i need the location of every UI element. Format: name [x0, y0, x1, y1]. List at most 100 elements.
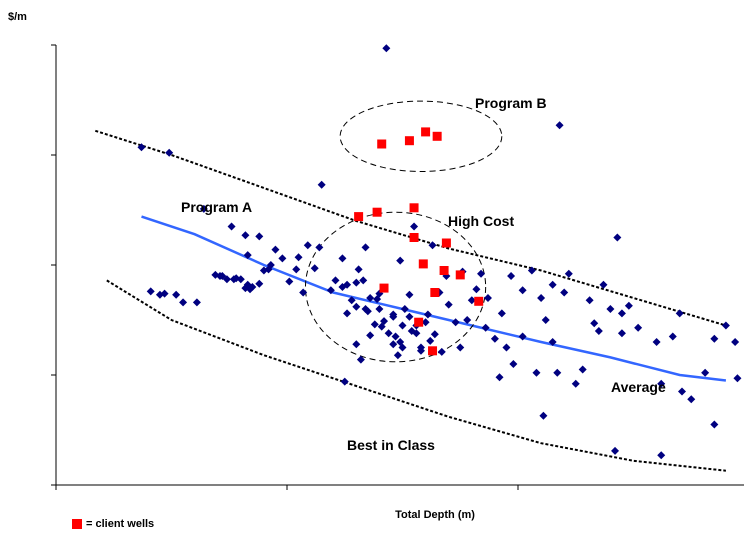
well-point	[731, 338, 740, 346]
well-point	[733, 374, 742, 383]
annotation-best-in-class: Best in Class	[347, 437, 435, 453]
well-point	[428, 241, 437, 250]
well-point	[617, 309, 626, 318]
well-point	[310, 264, 319, 273]
well-point	[416, 346, 425, 355]
annotation-program-b: Program B	[475, 95, 547, 111]
well-point	[560, 288, 569, 297]
well-point	[315, 243, 324, 252]
well-point	[553, 368, 562, 377]
well-point	[160, 289, 169, 298]
well-point	[410, 222, 419, 231]
client-well-point	[439, 266, 449, 275]
well-point	[585, 296, 594, 305]
well-point	[495, 373, 504, 382]
well-point	[405, 312, 414, 321]
well-point	[548, 338, 557, 346]
client-well-point	[455, 270, 465, 280]
well-point	[363, 307, 372, 316]
well-point	[721, 321, 730, 330]
legend: = client wells	[72, 518, 154, 530]
well-point	[389, 310, 398, 319]
well-point	[255, 232, 264, 241]
well-point	[710, 420, 719, 429]
well-point	[303, 241, 312, 250]
well-point	[701, 368, 710, 377]
well-point	[606, 305, 615, 313]
well-point	[710, 334, 719, 343]
well-point	[393, 351, 402, 360]
well-point	[652, 338, 661, 346]
well-point	[532, 368, 541, 377]
well-point	[354, 265, 363, 274]
well-point	[278, 254, 287, 263]
well-point	[657, 379, 666, 388]
well-point	[165, 148, 174, 157]
well-point	[423, 310, 432, 319]
well-point	[624, 301, 633, 310]
x-axis-label: Total Depth (m)	[395, 509, 475, 521]
well-point	[241, 231, 250, 240]
well-point	[398, 343, 407, 352]
client-well-point	[379, 283, 389, 293]
axes	[51, 44, 744, 490]
well-point	[481, 323, 490, 332]
well-point	[426, 336, 435, 345]
client-well-point	[372, 207, 382, 217]
well-point	[229, 275, 238, 284]
well-point	[266, 261, 275, 269]
y-axis-label: $/m	[8, 11, 27, 23]
well-point	[398, 321, 407, 330]
line-high-cost	[94, 129, 727, 327]
well-point	[384, 329, 393, 338]
well-point	[255, 279, 264, 288]
well-point	[400, 305, 409, 313]
well-point	[285, 277, 294, 286]
well-point	[375, 305, 384, 313]
client-well-point	[418, 259, 428, 269]
well-point	[509, 360, 518, 368]
well-point	[361, 243, 370, 252]
well-point	[382, 44, 391, 53]
well-point	[421, 318, 430, 327]
client-well-point	[421, 127, 431, 137]
well-point	[564, 269, 573, 278]
well-point	[541, 316, 550, 324]
well-point	[299, 288, 308, 297]
ellipse-program-b	[339, 100, 503, 173]
well-point	[599, 280, 608, 289]
client-well-point	[432, 131, 442, 141]
legend-swatch-client-wells	[72, 519, 82, 529]
well-point	[467, 296, 476, 305]
line-best-in-class	[106, 279, 727, 472]
client-well-point	[414, 317, 424, 327]
well-point	[590, 319, 599, 328]
ellipse-program-a	[304, 211, 487, 363]
client-well-point	[430, 288, 440, 297]
well-point	[405, 290, 414, 299]
well-point	[352, 302, 361, 311]
well-point	[497, 309, 506, 318]
annotation-program-a: Program A	[181, 199, 252, 215]
well-point	[668, 332, 677, 341]
well-point	[192, 298, 201, 307]
well-point	[463, 316, 472, 324]
well-point	[430, 330, 439, 339]
client-well-point	[404, 136, 414, 146]
client-well-point	[409, 233, 419, 242]
annotation-high-cost: High Cost	[448, 213, 514, 229]
well-point	[657, 451, 666, 460]
well-point	[241, 284, 250, 293]
client-well-point	[428, 346, 438, 356]
annotation-average: Average	[611, 379, 666, 395]
well-point	[578, 365, 587, 374]
client-well-point	[441, 238, 451, 248]
well-point	[548, 280, 557, 289]
well-point	[391, 332, 400, 341]
well-point	[675, 309, 684, 318]
client-well-point	[354, 212, 364, 222]
well-point	[611, 446, 620, 455]
well-point	[359, 276, 368, 285]
well-point	[571, 379, 580, 388]
